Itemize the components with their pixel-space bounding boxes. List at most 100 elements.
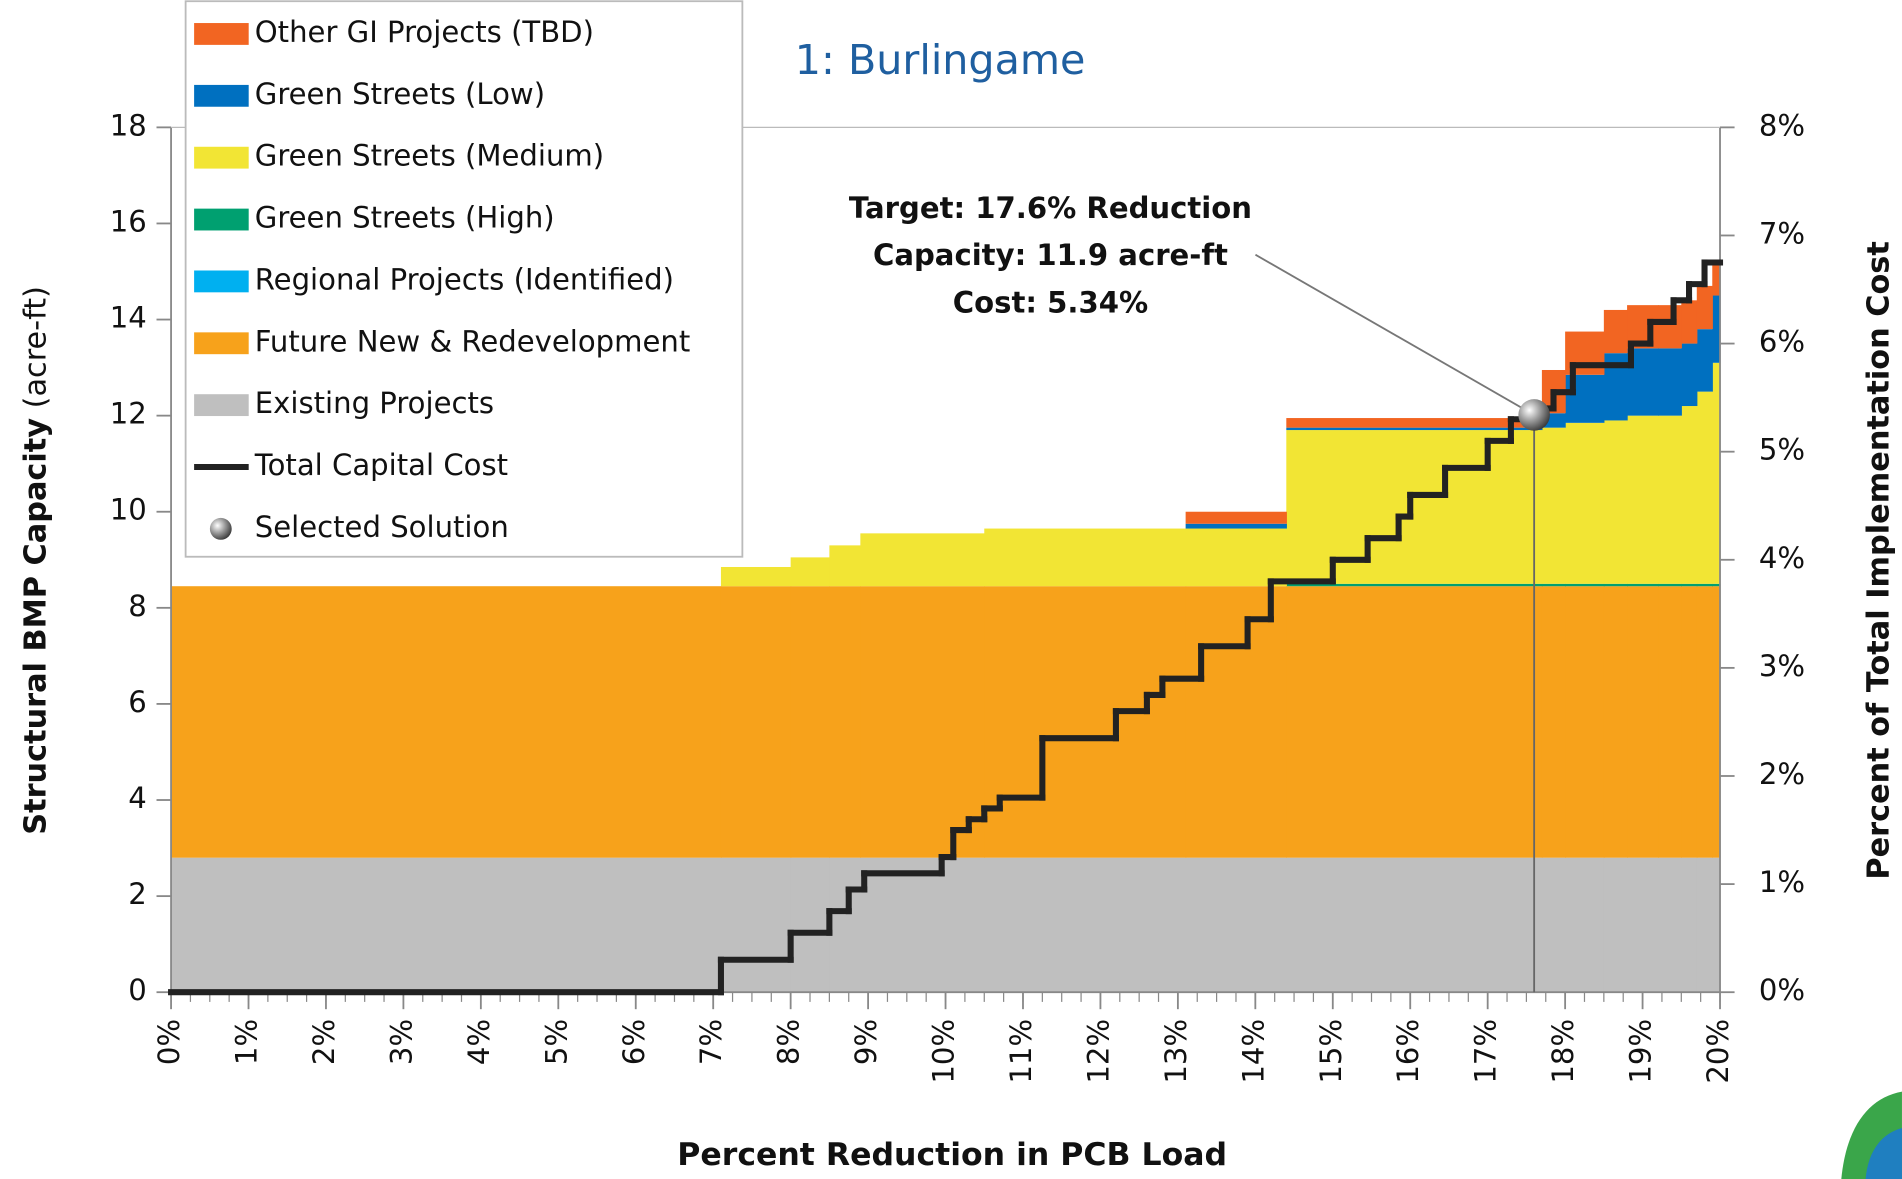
logo-part	[1865, 1128, 1902, 1179]
legend-swatch	[194, 332, 249, 355]
area-segment	[1534, 583, 1543, 587]
area-segment	[1286, 857, 1535, 993]
legend-label: Selected Solution	[255, 510, 509, 544]
legend-point	[209, 517, 232, 540]
area-segment	[790, 586, 830, 858]
area-segment	[860, 586, 985, 858]
area-segment	[1627, 857, 1659, 993]
x-tick-label: 20%	[1701, 1019, 1735, 1084]
legend-label: Other GI Projects (TBD)	[255, 15, 594, 49]
area-segment	[1627, 583, 1659, 587]
area-segment	[1681, 406, 1698, 584]
y-tick-label: 16	[110, 204, 147, 238]
x-tick-label: 11%	[1004, 1019, 1038, 1084]
area-segment	[1534, 586, 1543, 858]
area-segment	[1565, 586, 1605, 858]
area-segment	[790, 557, 830, 587]
area-segment	[1565, 583, 1605, 587]
y2-tick-label: 7%	[1759, 216, 1805, 250]
y-tick-label: 12	[110, 397, 147, 431]
legend-label: Green Streets (Medium)	[255, 139, 604, 173]
annotation: Capacity: 11.9 acre-ft	[873, 238, 1228, 272]
y-tick-label: 6	[128, 685, 147, 719]
area-segment	[1565, 422, 1605, 584]
area-segment	[1627, 586, 1659, 858]
area-segment	[1712, 362, 1721, 584]
y2-tick-label: 8%	[1759, 108, 1805, 142]
x-tick-label: 0%	[152, 1019, 186, 1065]
area-segment	[829, 545, 861, 587]
area-segment	[1185, 857, 1287, 993]
area-segment	[1712, 586, 1721, 858]
area-segment	[1541, 427, 1566, 584]
x-tick-label: 2%	[307, 1019, 341, 1065]
y-tick-label: 18	[110, 108, 147, 142]
area-segment	[984, 586, 1187, 858]
area-segment	[1696, 583, 1713, 587]
x-tick-label: 9%	[849, 1019, 883, 1065]
area-segment	[1658, 583, 1682, 587]
x-tick-label: 6%	[617, 1019, 651, 1065]
area-segment	[1658, 857, 1682, 993]
legend-label: Future New & Redevelopment	[255, 324, 691, 358]
annotation-leader	[1255, 253, 1535, 416]
x-tick-label: 14%	[1236, 1019, 1270, 1084]
legend-label: Total Capital Cost	[254, 448, 508, 482]
area-segment	[1712, 583, 1721, 587]
area-segment	[1603, 586, 1628, 858]
y-tick-label: 14	[110, 301, 147, 335]
y2-tick-label: 0%	[1759, 973, 1805, 1007]
area-segment	[984, 857, 1187, 993]
x-tick-label: 15%	[1314, 1019, 1348, 1084]
x-tick-label: 17%	[1469, 1019, 1503, 1084]
area-segment	[1712, 259, 1721, 296]
area-segment	[1286, 586, 1535, 858]
legend-swatch	[194, 146, 249, 169]
legend: Other GI Projects (TBD) Green Streets (Lo…	[184, 0, 744, 558]
legend-label: Regional Projects (Identified)	[255, 262, 674, 296]
legend-box	[184, 0, 744, 558]
y-tick-label: 8	[128, 589, 147, 623]
area-segment	[1603, 857, 1628, 993]
y2-tick-label: 3%	[1759, 649, 1805, 683]
area-segment	[1658, 415, 1682, 584]
annotation: Cost: 5.34%	[953, 285, 1148, 319]
y2-tick-label: 4%	[1759, 541, 1805, 575]
y-axis-label-main: Structural BMP Capacity	[18, 418, 53, 835]
area-segment	[171, 857, 722, 993]
y2-tick-label: 2%	[1759, 757, 1805, 791]
area-segment	[1696, 857, 1713, 993]
x-tick-label: 18%	[1546, 1019, 1580, 1084]
legend-swatch	[194, 394, 249, 417]
area-segment	[171, 586, 722, 858]
cost-line	[168, 259, 1724, 996]
legend-label: Existing Projects	[255, 386, 494, 420]
y-tick-label: 2	[128, 877, 147, 911]
x-tick-label: 8%	[772, 1019, 806, 1065]
y-tick-label: 4	[128, 781, 147, 815]
x-tick-label: 5%	[539, 1019, 573, 1065]
area-segment	[1696, 329, 1713, 392]
area-segment	[1681, 857, 1698, 993]
area-segment	[1696, 285, 1713, 330]
area-segment	[1696, 586, 1713, 858]
x-axis-label: Percent Reduction in PCB Load	[677, 1137, 1227, 1173]
x-tick-label: 12%	[1081, 1019, 1115, 1084]
area-segment	[1185, 511, 1287, 524]
area-segment	[1658, 348, 1682, 416]
area-segment	[1541, 586, 1566, 858]
area-segment	[1627, 415, 1659, 584]
legend-swatch	[194, 23, 249, 45]
area-segment	[1603, 309, 1628, 354]
area-segment	[1565, 857, 1605, 993]
area-segment	[1681, 343, 1698, 407]
y2-tick-label: 5%	[1759, 433, 1805, 467]
plot-area: 0 2 4 6 8 10 12 14 16 18 0% 1% 2% 3% 4% 5% 6% 7% 8% 0% 1% 2% 3…	[110, 108, 1805, 1083]
x-tick-label: 19%	[1624, 1019, 1658, 1084]
legend-swatch	[194, 208, 249, 231]
legend-label: Green Streets (Low)	[255, 77, 545, 111]
area-segment	[860, 533, 985, 587]
area-segment	[720, 586, 792, 858]
